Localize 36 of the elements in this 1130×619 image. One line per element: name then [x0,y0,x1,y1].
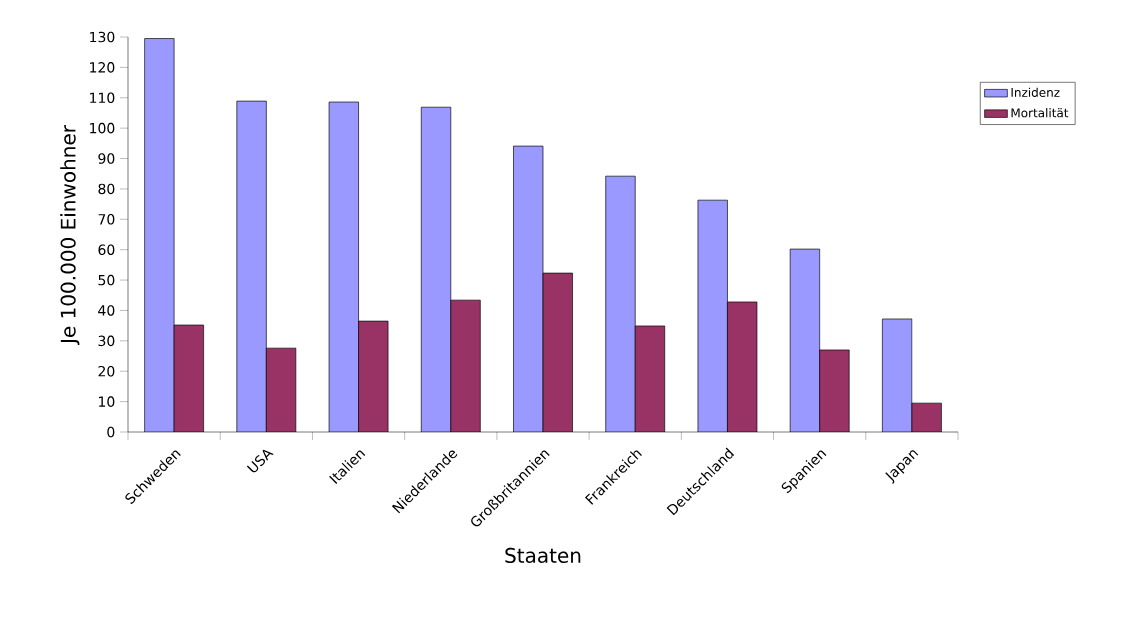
bar [635,325,665,432]
bar [727,301,757,432]
y-tick-label: 130 [90,31,115,43]
y-axis-title: Je 100.000 Einwohner [60,125,80,346]
x-tick-label: USA [246,449,274,473]
bar [266,348,296,432]
y-tick-label: 70 [98,214,115,225]
y-tick-label: 80 [98,183,115,195]
y-tick-label: 0 [107,426,115,438]
bar [513,146,544,432]
y-tick-label: 110 [90,92,115,104]
y-tick-label: 10 [99,396,115,407]
y-tick-label: 50 [98,274,115,286]
bar [236,101,267,432]
y-tick-label: 100 [90,122,115,134]
bar [882,318,913,432]
bar [174,325,204,432]
bar [450,300,481,432]
bar [697,200,728,432]
y-tick-label: 30 [98,335,115,347]
bar [358,321,389,432]
bar [421,107,451,432]
y-tick-label: 40 [98,305,115,316]
bar [329,102,359,432]
legend-label: Inzidenz [1011,87,1060,97]
bar [543,273,573,432]
y-tick-label: 20 [98,365,115,377]
y-tick-label: 60 [98,244,115,255]
bar [605,176,636,432]
legend-label: Mortalität [1011,108,1069,118]
bar [819,349,850,432]
x-axis-title: Staaten [505,547,581,563]
bar [144,38,175,432]
y-tick-label: 120 [90,62,115,73]
bar [790,249,820,432]
y-tick-label: 90 [98,153,115,164]
